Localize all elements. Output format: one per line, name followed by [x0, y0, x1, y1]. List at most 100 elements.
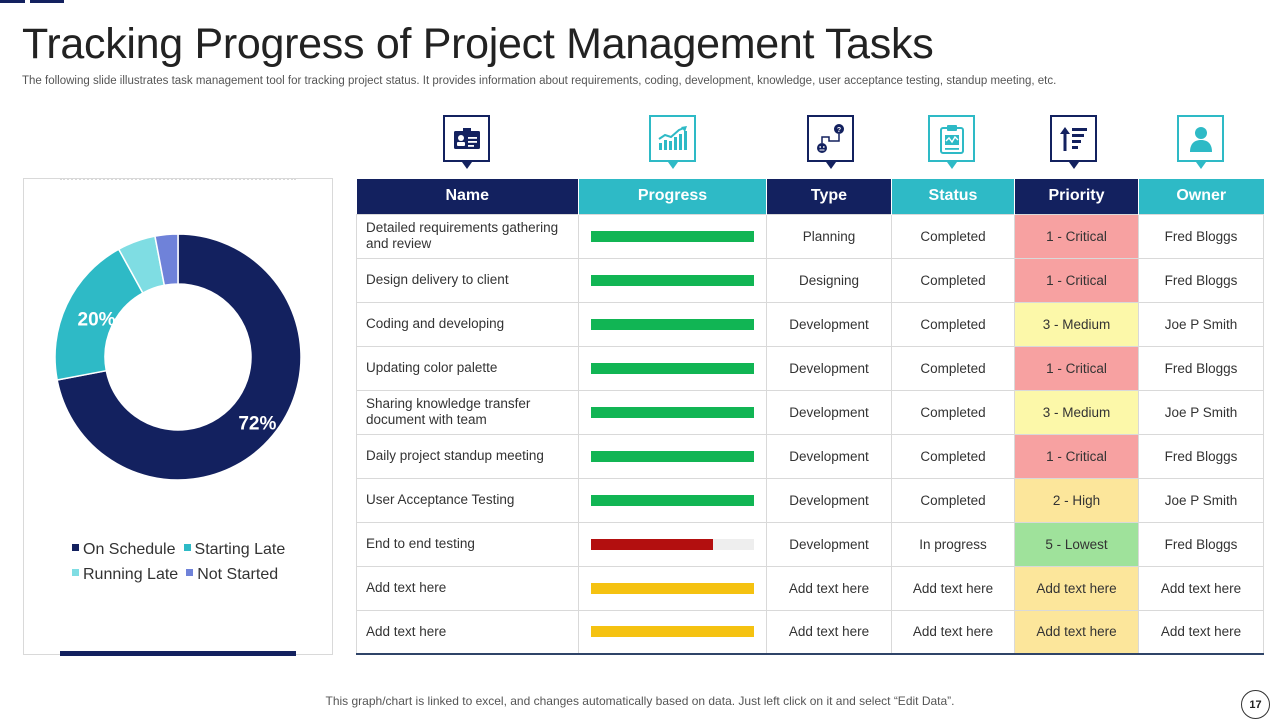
- clipboard-icon: [928, 115, 975, 169]
- legend-swatch: [186, 569, 194, 577]
- progress-cell: [578, 565, 767, 611]
- task-priority-cell: 1 - Critical: [1014, 345, 1139, 391]
- table-row: Daily project standup meeting Development…: [356, 433, 1264, 479]
- task-status-cell: Completed: [891, 389, 1015, 435]
- progress-bar-fill: [591, 494, 754, 506]
- task-type-cell: Development: [766, 301, 892, 347]
- progress-bar: [591, 362, 754, 374]
- progress-bar-fill: [591, 538, 714, 550]
- task-type-cell: Add text here: [766, 609, 892, 655]
- task-type-cell: Development: [766, 433, 892, 479]
- legend-swatch: [72, 544, 79, 552]
- page-number: 17: [1241, 690, 1270, 719]
- sort-priority-icon: [1050, 115, 1097, 169]
- progress-bar-fill: [591, 626, 754, 638]
- task-owner-cell: Joe P Smith: [1138, 301, 1264, 347]
- table-row: Design delivery to client Designing Comple…: [356, 257, 1264, 303]
- legend-swatch: [72, 569, 79, 577]
- legend-label: Starting Late: [194, 541, 286, 558]
- task-name-cell: Coding and developing: [356, 301, 579, 347]
- progress-bar: [591, 318, 754, 330]
- task-owner-cell: Fred Bloggs: [1138, 257, 1264, 303]
- legend-item: Not Started: [186, 562, 278, 587]
- task-type-cell: Development: [766, 521, 892, 567]
- top-accent-right: [30, 0, 64, 3]
- legend-label: Not Started: [197, 566, 279, 583]
- task-priority-cell: Add text here: [1014, 565, 1139, 611]
- task-priority-cell: 1 - Critical: [1014, 433, 1139, 479]
- task-type-cell: Designing: [766, 257, 892, 303]
- progress-bar: [591, 494, 754, 506]
- progress-bar: [591, 406, 754, 418]
- legend-label: Running Late: [83, 566, 179, 583]
- task-name-cell: Detailed requirements gathering and revi…: [356, 213, 579, 259]
- table-row: End to end testing Development In progress…: [356, 521, 1264, 567]
- growth-chart-icon: [649, 115, 696, 169]
- progress-bar-fill: [591, 450, 754, 462]
- column-header-status: Status: [891, 179, 1015, 214]
- task-owner-cell: Add text here: [1138, 565, 1264, 611]
- task-owner-cell: Fred Bloggs: [1138, 345, 1264, 391]
- task-name-cell: Design delivery to client: [356, 257, 579, 303]
- progress-cell: [578, 609, 767, 655]
- progress-cell: [578, 433, 767, 479]
- task-status-cell: Completed: [891, 213, 1015, 259]
- legend-swatch: [183, 544, 191, 552]
- task-priority-cell: Add text here: [1014, 609, 1139, 655]
- task-priority-cell: 5 - Lowest: [1014, 521, 1139, 567]
- progress-bar-fill: [591, 318, 754, 330]
- task-status-cell: Completed: [891, 301, 1015, 347]
- progress-bar-fill: [591, 230, 754, 242]
- page-title: Tracking Progress of Project Management …: [22, 20, 934, 68]
- donut-chart-card[interactable]: 72% 20% On Schedule Starting Late Running L…: [23, 178, 334, 656]
- card-bottom-bar: [60, 651, 296, 656]
- donut-chart[interactable]: 72% 20%: [24, 179, 334, 529]
- progress-cell: [578, 521, 767, 567]
- task-status-cell: In progress: [891, 521, 1015, 567]
- task-name-cell: Add text here: [356, 565, 579, 611]
- task-name-cell: End to end testing: [356, 521, 579, 567]
- progress-cell: [578, 477, 767, 523]
- donut-slice-on-schedule[interactable]: [56, 233, 302, 481]
- table-row: Detailed requirements gathering and revi…: [356, 213, 1264, 259]
- id-card-icon: [443, 115, 490, 169]
- task-name-cell: Sharing knowledge transfer document with…: [356, 389, 579, 435]
- task-priority-cell: 3 - Medium: [1014, 389, 1139, 435]
- workflow-icon: ?: [807, 115, 854, 169]
- task-tracking-table: Name Progress Type Status Priority Owner…: [356, 179, 1264, 655]
- progress-cell: [578, 389, 767, 435]
- progress-bar-fill: [591, 582, 754, 594]
- task-priority-cell: 3 - Medium: [1014, 301, 1139, 347]
- top-accent-left: [0, 0, 25, 3]
- task-priority-cell: 2 - High: [1014, 477, 1139, 523]
- task-status-cell: Completed: [891, 345, 1015, 391]
- task-owner-cell: Fred Bloggs: [1138, 521, 1264, 567]
- task-status-cell: Completed: [891, 477, 1015, 523]
- task-type-cell: Development: [766, 389, 892, 435]
- legend-item: On Schedule: [72, 537, 176, 562]
- task-name-cell: Daily project standup meeting: [356, 433, 579, 479]
- progress-bar: [591, 582, 754, 594]
- column-header-type: Type: [766, 179, 892, 214]
- task-priority-cell: 1 - Critical: [1014, 257, 1139, 303]
- progress-cell: [578, 301, 767, 347]
- donut-data-label: 20%: [78, 310, 116, 331]
- svg-text:?: ?: [836, 127, 840, 134]
- progress-bar: [591, 450, 754, 462]
- task-status-cell: Add text here: [891, 609, 1015, 655]
- donut-slice-not-started[interactable]: [154, 233, 179, 287]
- progress-bar: [591, 274, 754, 286]
- table-row: Add text here Add text here Add text here A…: [356, 565, 1264, 611]
- task-status-cell: Completed: [891, 257, 1015, 303]
- task-type-cell: Add text here: [766, 565, 892, 611]
- legend-item: Running Late: [72, 562, 178, 587]
- table-row: Coding and developing Development Complete…: [356, 301, 1264, 347]
- column-header-owner: Owner: [1138, 179, 1264, 214]
- task-status-cell: Completed: [891, 433, 1015, 479]
- column-header-progress: Progress: [578, 179, 767, 214]
- progress-bar-fill: [591, 362, 754, 374]
- task-name-cell: Add text here: [356, 609, 579, 655]
- progress-bar: [591, 230, 754, 242]
- user-icon: [1177, 115, 1224, 169]
- table-row: Add text here Add text here Add text here A…: [356, 609, 1264, 655]
